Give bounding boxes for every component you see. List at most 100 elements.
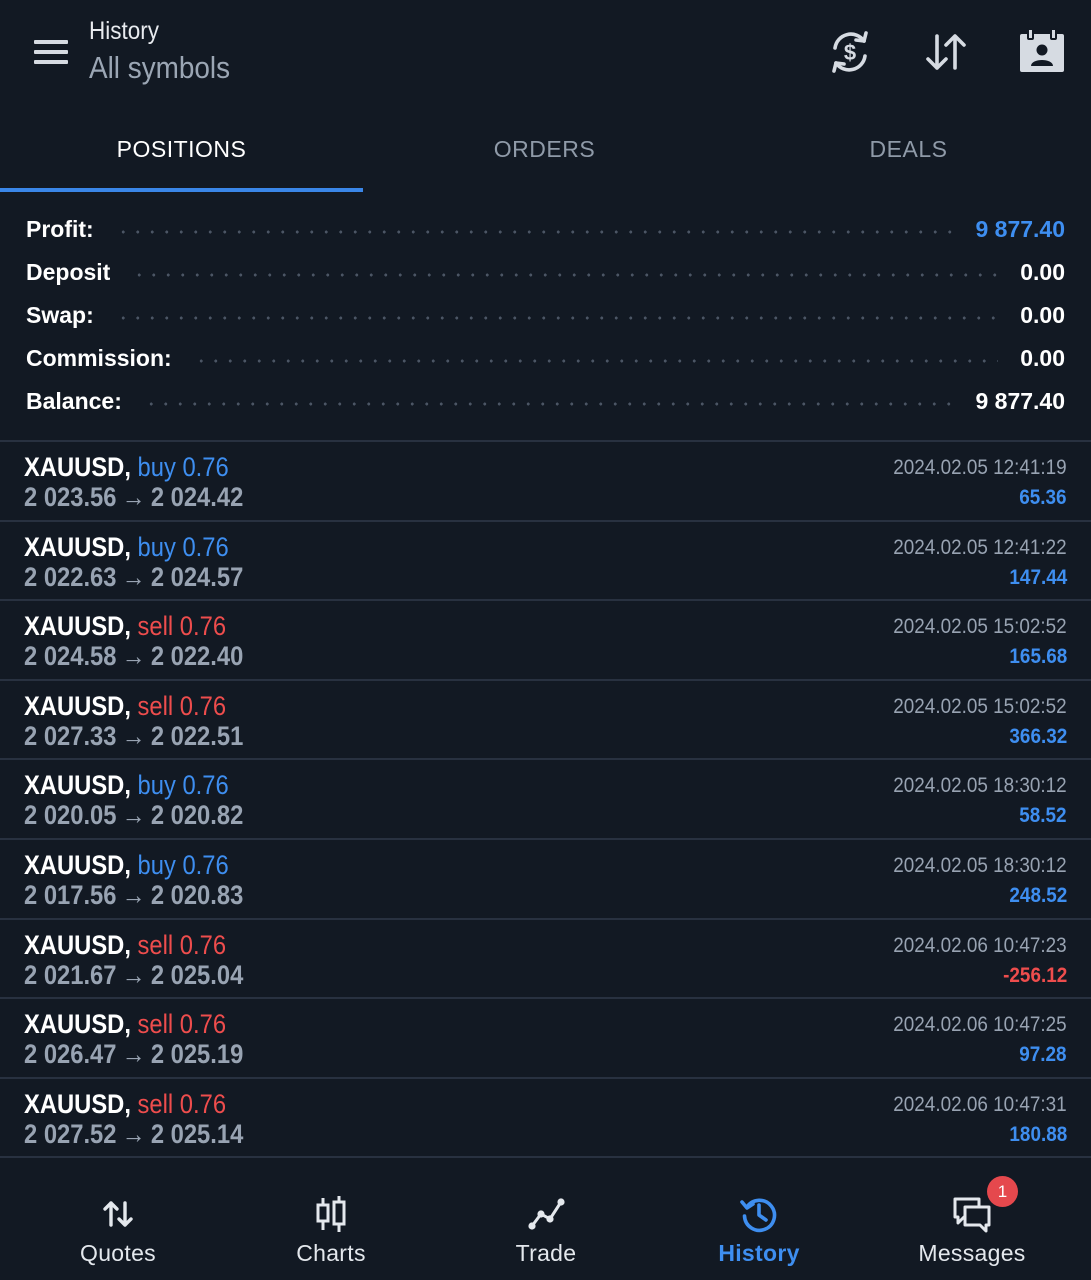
summary-deposit-value: 0.00 (1020, 259, 1065, 285)
summary-panel: Profit: 9 877.40 Deposit 0.00 Swap: 0.00… (0, 208, 1091, 440)
position-row[interactable]: XAUUSD, buy 0.76 2 020.05 → 2 020.82 2024.… (0, 760, 1091, 840)
position-time: 2024.02.06 10:47:31 (893, 1092, 1067, 1116)
position-time: 2024.02.05 15:02:52 (893, 694, 1067, 718)
active-tab-indicator (0, 188, 363, 192)
tab-deals[interactable]: DEALS (869, 136, 948, 162)
summary-commission-value: 0.00 (1020, 345, 1065, 371)
position-row[interactable]: XAUUSD, buy 0.76 2 017.56 → 2 020.83 2024.… (0, 840, 1091, 920)
position-profit: -256.12 (1002, 963, 1067, 987)
position-prices: 2 024.58 → 2 022.40 (24, 641, 244, 672)
summary-deposit-row: Deposit 0.00 (26, 251, 1065, 294)
position-symbol: XAUUSD, buy 0.76 (24, 452, 229, 482)
svg-text:$: $ (844, 40, 856, 65)
position-direction: sell 0.76 (137, 929, 227, 960)
position-profit: 97.28 (1019, 1043, 1067, 1067)
tab-orders[interactable]: ORDERS (493, 136, 596, 162)
position-prices: 2 017.56 → 2 020.83 (24, 879, 244, 910)
position-row[interactable]: XAUUSD, buy 0.76 2 023.56 → 2 024.42 2024.… (0, 442, 1091, 522)
symbol-filter[interactable]: All symbols (89, 50, 231, 85)
summary-balance-value: 9 877.40 (975, 388, 1065, 414)
dotted-leader (143, 400, 954, 407)
position-direction: sell 0.76 (137, 690, 227, 721)
position-symbol: XAUUSD, sell 0.76 (24, 1088, 227, 1119)
position-prices: 2 023.56 → 2 024.42 (24, 482, 244, 512)
nav-messages[interactable]: 1 Messages (863, 1160, 1081, 1280)
nav-trade[interactable]: Trade (437, 1160, 655, 1280)
position-symbol: XAUUSD, sell 0.76 (24, 1009, 227, 1040)
currency-exchange-icon[interactable]: $ (824, 26, 876, 78)
position-symbol: XAUUSD, buy 0.76 (24, 531, 229, 562)
position-row[interactable]: XAUUSD, sell 0.76 2 026.47 → 2 025.19 2024… (0, 999, 1091, 1079)
position-prices: 2 027.33 → 2 022.51 (24, 720, 244, 751)
dotted-leader (115, 228, 954, 235)
position-profit: 180.88 (1009, 1122, 1067, 1146)
position-direction: sell 0.76 (137, 611, 227, 642)
summary-label: Commission: (26, 345, 172, 371)
position-time: 2024.02.06 10:47:23 (893, 933, 1067, 957)
notification-badge: 1 (987, 1176, 1018, 1207)
position-row[interactable]: XAUUSD, sell 0.76 2 024.58 → 2 022.40 2024… (0, 601, 1091, 681)
position-direction: sell 0.76 (137, 1009, 227, 1040)
dotted-leader (115, 314, 999, 321)
position-row[interactable]: XAUUSD, buy 0.76 2 022.63 → 2 024.57 2024.… (0, 522, 1091, 602)
positions-list: XAUUSD, buy 0.76 2 023.56 → 2 024.42 2024.… (0, 442, 1091, 1159)
position-row[interactable]: XAUUSD, sell 0.76 2 021.67 → 2 025.04 2024… (0, 920, 1091, 1000)
position-symbol: XAUUSD, sell 0.76 (24, 929, 227, 960)
position-row[interactable]: XAUUSD, sell 0.76 2 027.52 → 2 025.14 2024… (0, 1079, 1091, 1159)
nav-label: History (718, 1240, 800, 1266)
position-prices: 2 021.67 → 2 025.04 (24, 959, 244, 990)
position-direction: buy 0.76 (137, 770, 229, 801)
nav-quotes[interactable]: Quotes (9, 1160, 227, 1280)
dotted-leader (132, 271, 999, 278)
position-direction: sell 0.76 (137, 1088, 227, 1119)
candlestick-icon (311, 1194, 351, 1234)
nav-history[interactable]: History (650, 1160, 868, 1280)
quotes-arrows-icon (98, 1194, 138, 1234)
app-header: History All symbols $ (0, 0, 1091, 108)
position-time: 2024.02.05 12:41:19 (893, 456, 1067, 479)
summary-profit-value: 9 877.40 (975, 216, 1065, 242)
position-time: 2024.02.06 10:47:25 (893, 1013, 1067, 1037)
history-clock-icon (739, 1194, 779, 1234)
position-prices: 2 026.47 → 2 025.19 (24, 1039, 244, 1070)
position-prices: 2 020.05 → 2 020.82 (24, 800, 244, 831)
nav-label: Quotes (80, 1240, 156, 1266)
sort-icon[interactable] (920, 26, 972, 78)
position-direction: buy 0.76 (137, 452, 229, 482)
position-direction: buy 0.76 (137, 531, 229, 562)
summary-swap-value: 0.00 (1020, 302, 1065, 328)
position-symbol: XAUUSD, sell 0.76 (24, 690, 227, 721)
page-title: History (89, 17, 160, 45)
position-symbol: XAUUSD, buy 0.76 (24, 770, 229, 801)
chat-bubbles-icon (952, 1194, 992, 1234)
dotted-leader (193, 357, 999, 364)
tab-bar: POSITIONS ORDERS DEALS (0, 108, 1091, 192)
summary-label: Deposit (26, 259, 111, 285)
menu-icon[interactable] (28, 34, 76, 74)
trend-line-icon (526, 1194, 566, 1234)
summary-balance-row: Balance: 9 877.40 (26, 380, 1065, 423)
position-profit: 248.52 (1009, 883, 1067, 907)
nav-label: Messages (918, 1240, 1026, 1266)
position-prices: 2 022.63 → 2 024.57 (24, 561, 244, 592)
summary-swap-row: Swap: 0.00 (26, 294, 1065, 337)
position-time: 2024.02.05 12:41:22 (893, 535, 1067, 559)
position-symbol: XAUUSD, sell 0.76 (24, 611, 227, 642)
position-profit: 165.68 (1009, 645, 1067, 669)
position-prices: 2 027.52 → 2 025.14 (24, 1118, 244, 1149)
calendar-icon[interactable] (1016, 26, 1068, 78)
summary-commission-row: Commission: 0.00 (26, 337, 1065, 380)
position-time: 2024.02.05 18:30:12 (893, 853, 1067, 877)
position-profit: 147.44 (1009, 565, 1067, 589)
summary-label: Profit: (26, 216, 94, 242)
summary-profit-row: Profit: 9 877.40 (26, 208, 1065, 251)
nav-charts[interactable]: Charts (222, 1160, 440, 1280)
summary-label: Balance: (26, 388, 122, 414)
position-profit: 366.32 (1009, 724, 1067, 748)
tab-positions[interactable]: POSITIONS (116, 136, 247, 162)
position-profit: 65.36 (1019, 486, 1067, 509)
position-direction: buy 0.76 (137, 849, 229, 880)
position-time: 2024.02.05 15:02:52 (893, 615, 1067, 639)
position-row[interactable]: XAUUSD, sell 0.76 2 027.33 → 2 022.51 2024… (0, 681, 1091, 761)
bottom-navigation: Quotes Charts Trade (0, 1160, 1091, 1280)
